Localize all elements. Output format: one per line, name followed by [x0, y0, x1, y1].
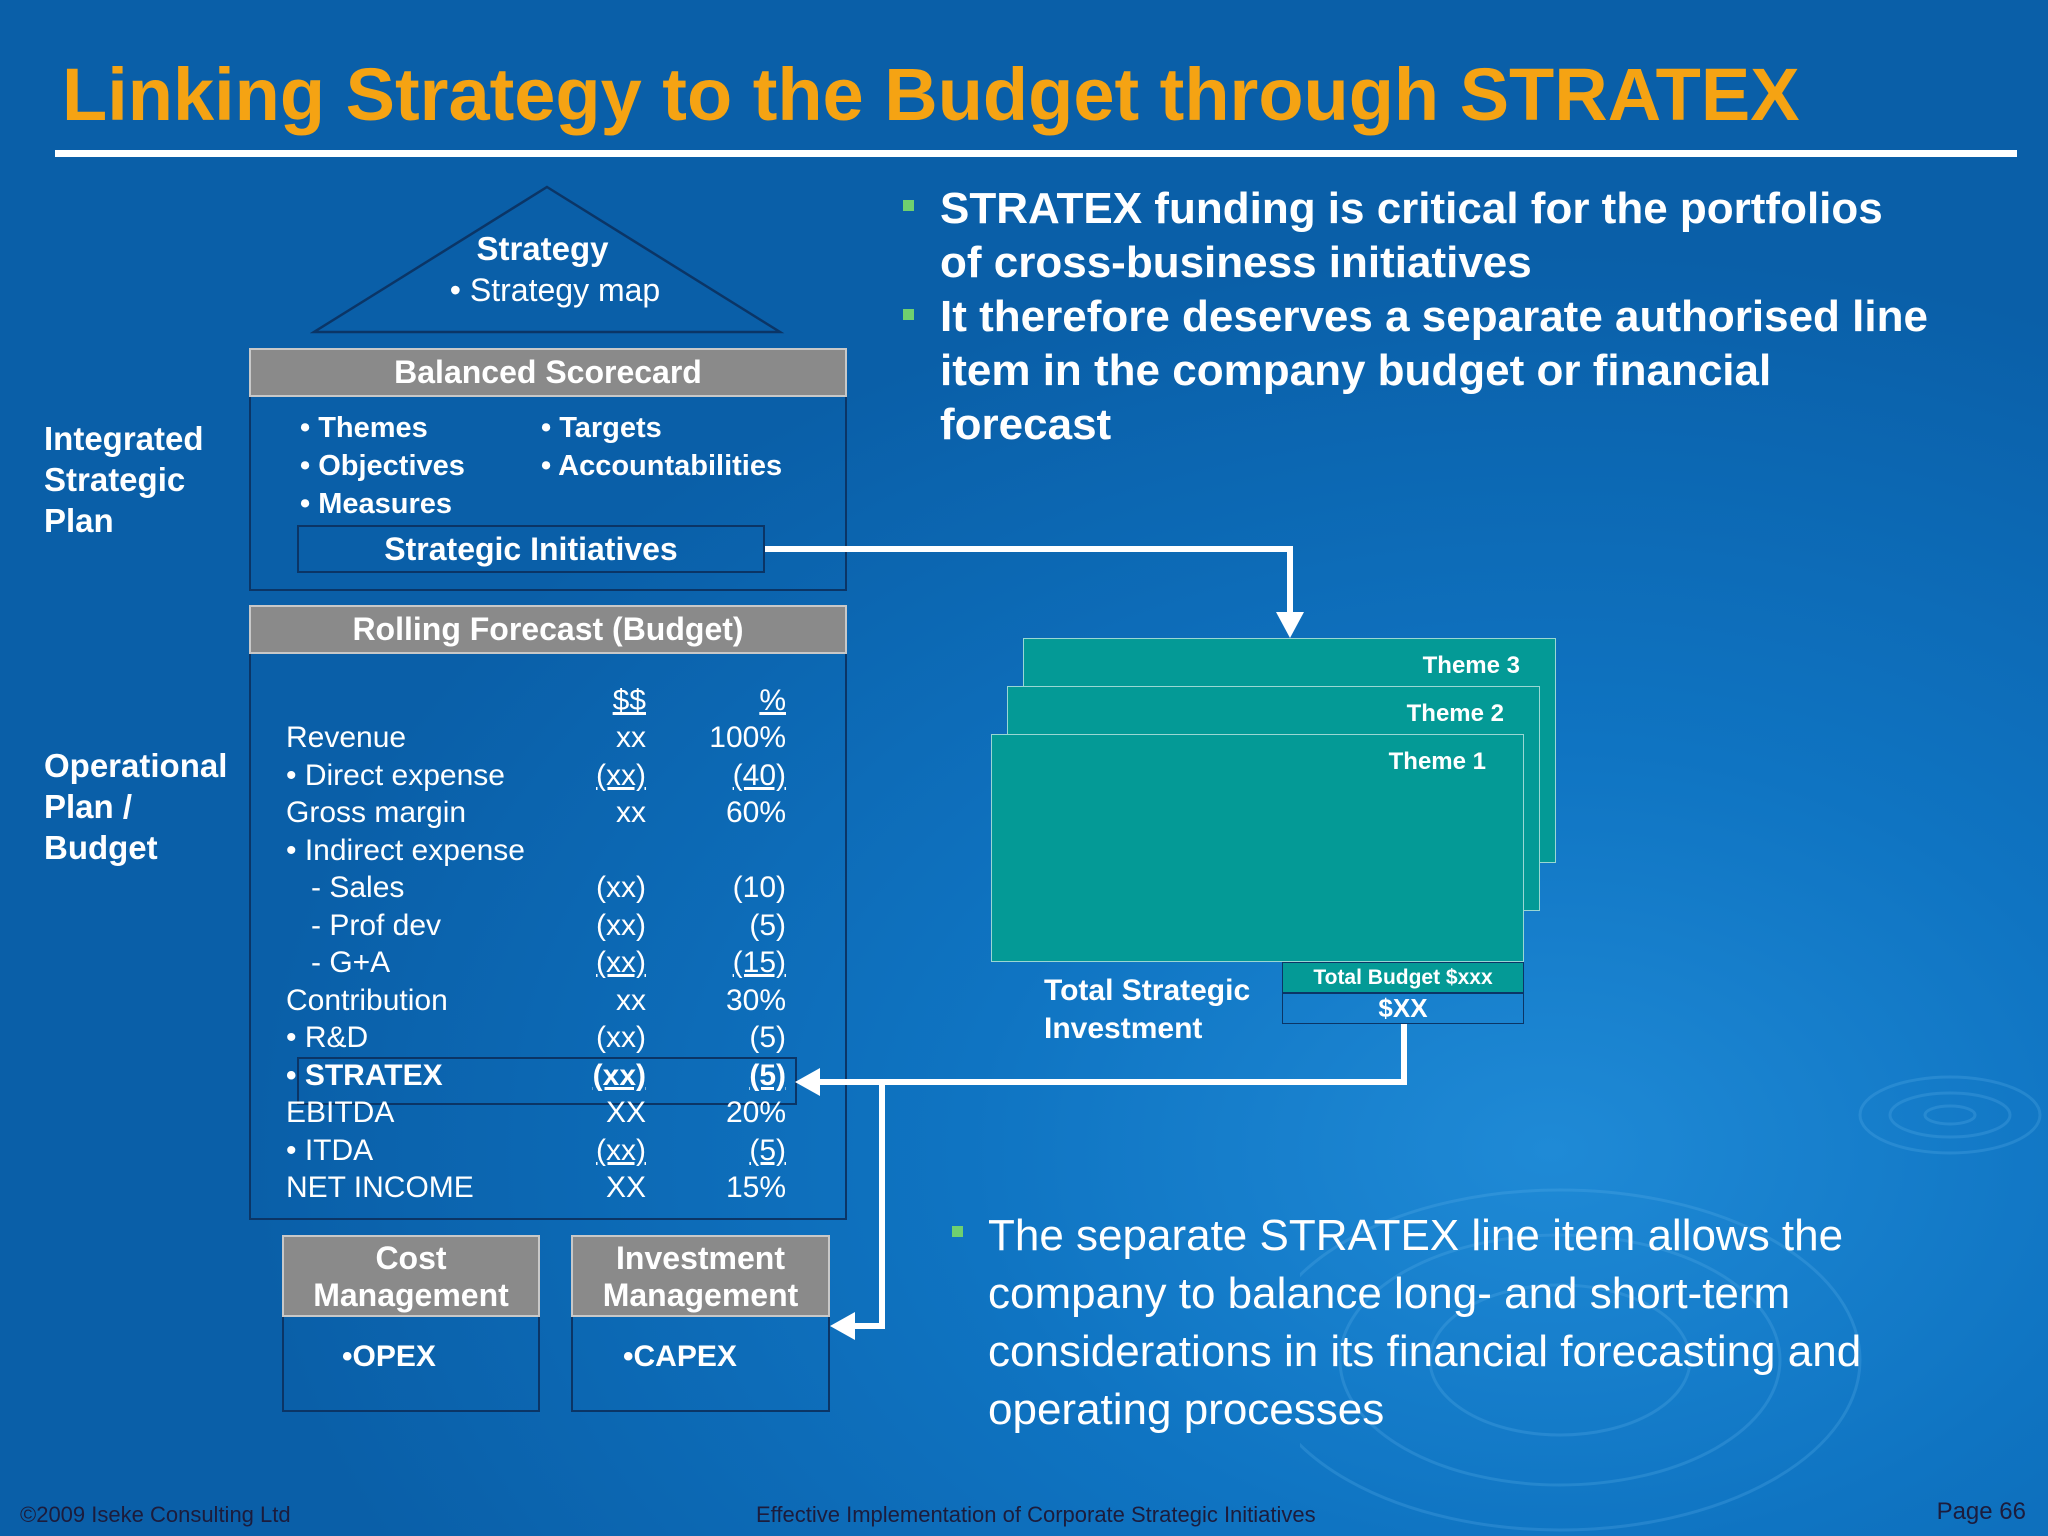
forecast-row: - Sales (xx) (10) [286, 871, 786, 904]
bullet-square-icon [903, 309, 914, 320]
arrowhead-down-icon [1276, 612, 1304, 638]
theme-3-label: Theme 3 [1422, 652, 1520, 679]
amount-column-header: $$ [612, 684, 646, 717]
stratex-to-investment-connector [850, 1082, 885, 1329]
integrated-strategic-plan-label: Integrated Strategic Plan [44, 420, 204, 539]
capex-item: •CAPEX [623, 1340, 737, 1373]
forecast-row: • Direct expense (xx) (40) [286, 759, 786, 792]
themes-to-stratex-connector [816, 1024, 1407, 1085]
scorecard-col1: • Themes • Objectives • Measures [300, 412, 465, 520]
forecast-row: NET INCOME XX 15% [286, 1171, 786, 1204]
bottom-bullet: The separate STRATEX line item allows th… [988, 1211, 1862, 1434]
arrowhead-left-icon [830, 1312, 855, 1340]
operational-plan-label: Operational Plan / Budget [44, 747, 228, 866]
ripple-decoration [1300, 1075, 2042, 1532]
forecast-row: • Indirect expense [286, 834, 525, 867]
stratex-highlight-box [297, 1057, 797, 1105]
strategy-pyramid [310, 185, 785, 334]
footer-title: Effective Implementation of Corporate St… [756, 1502, 1316, 1527]
strategic-initiatives-box: Strategic Initiatives [297, 525, 765, 573]
forecast-row: • ITDA (xx) (5) [286, 1134, 786, 1167]
bullet-square-icon [952, 1226, 963, 1237]
total-strategic-investment-label: Total Strategic Investment [1044, 974, 1251, 1045]
pyramid-item: • Strategy map [449, 272, 661, 308]
pyramid-heading: Strategy [476, 230, 609, 267]
theme-1-label: Theme 1 [1388, 748, 1486, 775]
right-bullet-1: STRATEX funding is critical for the port… [940, 184, 1883, 287]
forecast-row: • R&D (xx) (5) [286, 1021, 786, 1054]
theme-2-label: Theme 2 [1406, 700, 1504, 727]
opex-item: •OPEX [342, 1340, 436, 1373]
arrowhead-left-icon [795, 1068, 820, 1096]
investment-management-header: Investment Management [571, 1235, 830, 1317]
forecast-row: Gross margin xx 60% [286, 796, 786, 829]
theme-1-card [991, 734, 1524, 962]
footer-copyright: ©2009 Iseke Consulting Ltd [20, 1502, 291, 1527]
scorecard-col2: • Targets • Accountabilities [541, 412, 783, 482]
bullet-square-icon [903, 200, 914, 211]
balanced-scorecard-header: Balanced Scorecard [249, 348, 847, 397]
percent-column-header: % [759, 684, 786, 717]
page-title: Linking Strategy to the Budget through S… [62, 53, 1800, 136]
forecast-row: - Prof dev (xx) (5) [286, 909, 786, 942]
forecast-row: EBITDA XX 20% [286, 1096, 786, 1129]
forecast-row-stratex: • STRATEX (xx) (5) [286, 1059, 786, 1092]
total-budget-bar: Total Budget $xxx [1282, 962, 1524, 993]
initiatives-to-themes-connector [765, 546, 1293, 615]
total-value-box: $XX [1282, 993, 1524, 1024]
cost-management-header: Cost Management [282, 1235, 540, 1317]
forecast-row: Revenue xx 100% [286, 721, 786, 754]
right-bullet-2: It therefore deserves a separate authori… [940, 292, 1928, 449]
forecast-row: Contribution xx 30% [286, 984, 786, 1017]
title-underline [55, 150, 2017, 157]
forecast-row: - G+A (xx) (15) [286, 946, 786, 979]
footer-page-number: Page 66 [1936, 1498, 2026, 1525]
rolling-forecast-header: Rolling Forecast (Budget) [249, 605, 847, 654]
